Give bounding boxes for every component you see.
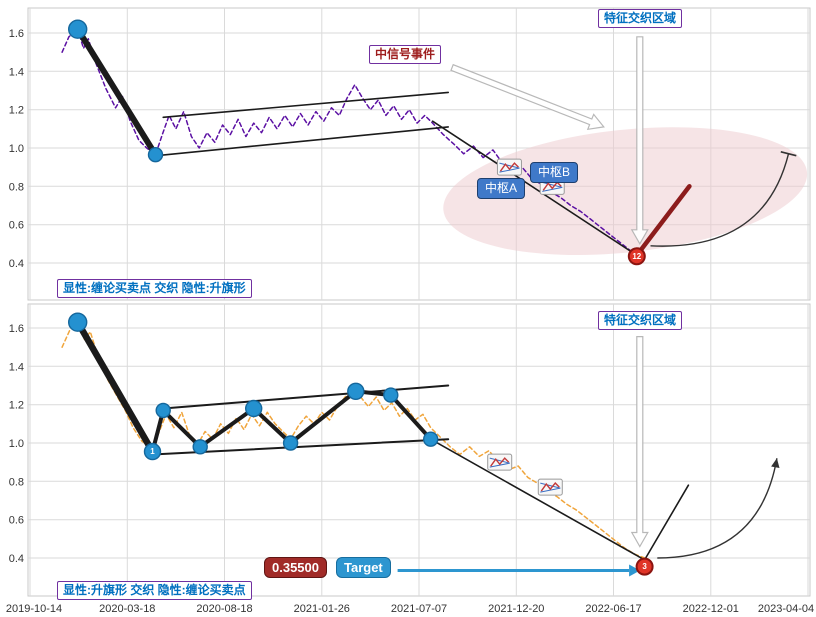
y-tick-label: 0.8 [9, 181, 24, 193]
y-tick-label: 0.6 [9, 220, 24, 232]
zigzag-impulse [74, 318, 156, 455]
x-tick-label: 2023-04-04 [758, 603, 814, 615]
decline-line [431, 120, 638, 257]
bottom-chart-caption: 显性:升旗形 交织 隐性:缠论买卖点 [57, 581, 252, 600]
flag-channel-top [162, 384, 450, 410]
mini-pattern-icon [537, 478, 563, 496]
projection-line [643, 484, 690, 561]
mini-pattern-line [540, 482, 561, 489]
feature-zone-label-top: 特征交织区域 [598, 9, 683, 28]
signal-event-label: 中信号事件 [369, 45, 442, 64]
mini-pattern-zigzag [499, 162, 519, 172]
y-tick-label: 1.2 [9, 105, 24, 117]
mini-pattern-zigzag [542, 181, 562, 191]
pivot-a-label: 中枢A [477, 178, 526, 199]
x-tick-label: 2019-10-14 [6, 603, 62, 615]
pivot-dot [423, 431, 439, 447]
flag-channel-bottom [155, 126, 450, 157]
mini-pattern-zigzag [490, 457, 510, 467]
mini-pattern-line [542, 181, 563, 188]
hollow-arrow [450, 63, 605, 131]
pivot-dot [192, 439, 208, 455]
highlight-ellipse [443, 127, 808, 255]
signal-circle [635, 557, 654, 576]
y-tick-label: 1.4 [9, 66, 24, 78]
target-value-badge: 0.35500 [264, 557, 327, 578]
impulse-line [74, 26, 159, 158]
y-tick-label: 1.0 [9, 143, 24, 155]
y-tick-label: 1.2 [9, 400, 24, 412]
target-badge: Target [336, 557, 391, 578]
pivot-dot [155, 402, 171, 419]
pivot-dot [383, 387, 399, 403]
curved-arrow [657, 458, 778, 559]
x-tick-label: 2022-06-17 [585, 603, 641, 615]
pivot-dot [67, 19, 88, 39]
y-tick-label: 1.4 [9, 361, 24, 373]
pivot-dot [147, 146, 164, 163]
y-tick-label: 0.6 [9, 515, 24, 527]
mini-pattern-zigzag [540, 482, 560, 492]
feature-zone-label-bottom: 特征交织区域 [598, 311, 683, 330]
mini-pattern-line [489, 457, 510, 464]
mini-pattern-icon [496, 158, 522, 176]
curved-arrow [650, 153, 790, 247]
y-tick-label: 1.0 [9, 438, 24, 450]
top-chart-caption: 显性:缠论买卖点 交织 隐性:升旗形 [57, 279, 252, 298]
x-tick-label: 2022-12-01 [683, 603, 739, 615]
pivot-b-label: 中枢B [530, 162, 579, 183]
x-tick-label: 2020-03-18 [99, 603, 155, 615]
pivot-dot [67, 312, 88, 332]
flag-channel-top [162, 91, 450, 119]
y-tick-label: 0.4 [9, 258, 24, 270]
signal-circle [627, 247, 646, 266]
marker-label: 12 [632, 252, 641, 261]
y-tick-label: 1.6 [9, 28, 24, 40]
hollow-arrow [630, 36, 649, 246]
pivot-dot [347, 382, 365, 400]
pivot-dot [143, 442, 162, 461]
x-tick-label: 2021-07-07 [391, 603, 447, 615]
mini-pattern-line [499, 162, 520, 169]
pivot-dot [282, 435, 299, 451]
mini-pattern-icon [487, 453, 513, 471]
hollow-arrow [630, 336, 649, 548]
marker-label: 3 [642, 562, 647, 571]
arrowhead [771, 458, 780, 468]
y-tick-label: 1.6 [9, 323, 24, 335]
pivot-dot [244, 399, 263, 418]
y-tick-label: 0.8 [9, 476, 24, 488]
decline-line [429, 438, 646, 561]
x-tick-label: 2021-12-20 [488, 603, 544, 615]
arc-end-tick [780, 151, 797, 157]
x-tick-label: 2021-01-26 [294, 603, 350, 615]
x-tick-label: 2020-08-18 [196, 603, 252, 615]
projection-line [634, 184, 692, 258]
y-tick-label: 0.4 [9, 553, 24, 565]
marker-label: 1 [150, 447, 155, 456]
target-arrowhead [629, 564, 641, 577]
